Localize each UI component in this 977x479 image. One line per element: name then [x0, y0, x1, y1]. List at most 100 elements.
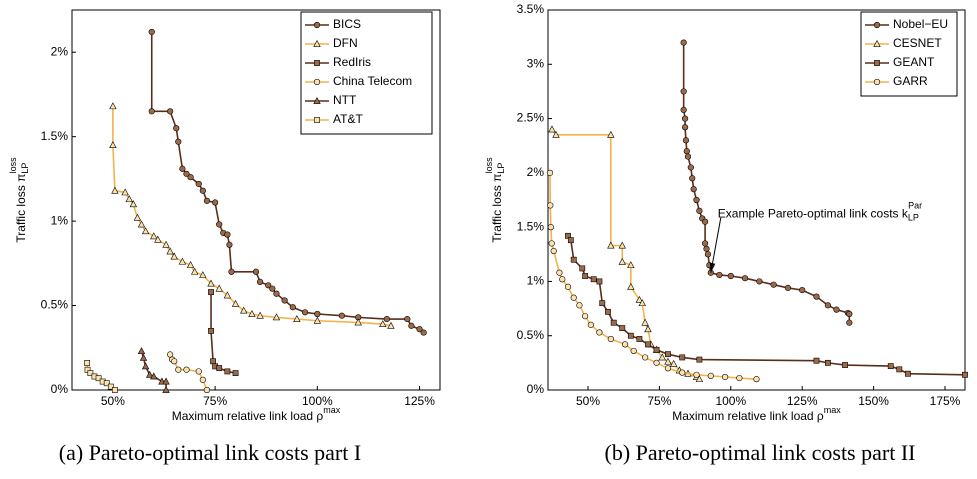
label-sup: max	[323, 405, 341, 415]
marker	[148, 108, 155, 115]
marker	[87, 370, 94, 377]
marker	[150, 232, 158, 240]
marker	[680, 39, 687, 46]
marker	[679, 369, 686, 376]
marker	[265, 282, 272, 289]
marker	[607, 130, 615, 138]
marker	[664, 365, 672, 372]
marker	[665, 351, 671, 358]
marker	[873, 78, 881, 86]
marker	[799, 287, 806, 294]
marker	[896, 366, 903, 373]
marker	[173, 125, 180, 132]
marker	[199, 187, 206, 194]
marker	[644, 325, 652, 333]
label-sub: LP	[20, 163, 30, 174]
label-text: Example Pareto-optimal link costs k	[718, 207, 909, 221]
marker	[183, 170, 190, 177]
legend-label: GEANT	[893, 55, 935, 69]
series-line	[682, 42, 851, 323]
marker	[887, 363, 894, 370]
marker	[547, 224, 554, 231]
marker	[590, 276, 597, 283]
x-tick-label: 100%	[715, 394, 746, 408]
marker	[681, 124, 689, 131]
marker	[387, 321, 395, 329]
series-line	[567, 235, 966, 376]
y-tick-label: 0%	[51, 382, 69, 396]
y-tick-label: 2.5%	[517, 111, 545, 125]
marker	[301, 309, 309, 316]
marker	[548, 240, 555, 247]
y-axis-label: Traffic loss πLPloss	[8, 157, 30, 243]
marker	[139, 353, 148, 361]
marker	[693, 196, 700, 204]
plot-frame	[71, 9, 441, 391]
marker	[166, 247, 174, 255]
marker	[825, 359, 831, 366]
annotation: Example Pareto-optimal link costs kLP Par	[718, 201, 922, 223]
marker	[824, 302, 832, 309]
marker	[125, 195, 133, 203]
series	[546, 169, 760, 383]
marker	[619, 325, 626, 332]
marker	[687, 164, 694, 171]
marker	[904, 370, 911, 377]
marker	[587, 321, 594, 328]
legend-label: BICS	[333, 17, 361, 31]
marker	[228, 268, 235, 275]
marker	[121, 188, 129, 196]
legend-label: GARR	[893, 74, 928, 88]
marker	[695, 375, 704, 383]
series	[148, 28, 427, 336]
marker	[141, 362, 150, 370]
plot-frame	[547, 9, 966, 391]
y-tick-label: 0%	[527, 382, 545, 396]
marker	[231, 299, 240, 307]
label-text: Traffic loss π	[490, 174, 504, 243]
marker	[753, 376, 760, 383]
marker	[679, 354, 686, 361]
x-tick-label: 50%	[101, 394, 125, 408]
legend-box	[300, 11, 433, 135]
marker	[550, 247, 557, 255]
marker	[162, 240, 170, 248]
marker	[408, 322, 415, 329]
marker	[641, 318, 649, 326]
marker	[420, 329, 427, 336]
x-tick-label: 150%	[858, 394, 889, 408]
marker	[256, 311, 264, 319]
y-tick-label: 3.5%	[517, 2, 545, 16]
marker	[689, 175, 696, 182]
marker	[252, 268, 260, 275]
marker	[314, 310, 321, 318]
marker	[273, 290, 280, 297]
marker	[187, 174, 194, 181]
marker	[873, 39, 881, 47]
label-sup: loss	[484, 157, 494, 174]
marker	[145, 370, 154, 378]
y-tick-label: 0.5%	[517, 328, 545, 342]
marker	[223, 291, 232, 299]
legend-label: RedIris	[333, 55, 371, 69]
marker	[627, 282, 635, 290]
marker	[109, 141, 117, 149]
marker	[154, 235, 162, 243]
marker	[95, 375, 102, 382]
marker	[203, 197, 211, 204]
marker	[696, 356, 703, 363]
marker	[137, 347, 146, 355]
marker	[548, 125, 556, 133]
marker	[224, 231, 231, 238]
marker	[178, 257, 187, 265]
marker	[684, 153, 692, 160]
y-tick-label: 3%	[527, 56, 545, 70]
label-sup: loss	[8, 157, 18, 174]
marker	[248, 309, 256, 317]
marker	[313, 316, 322, 324]
marker	[129, 200, 138, 208]
marker	[756, 278, 763, 285]
marker	[635, 295, 644, 303]
marker	[653, 346, 660, 353]
